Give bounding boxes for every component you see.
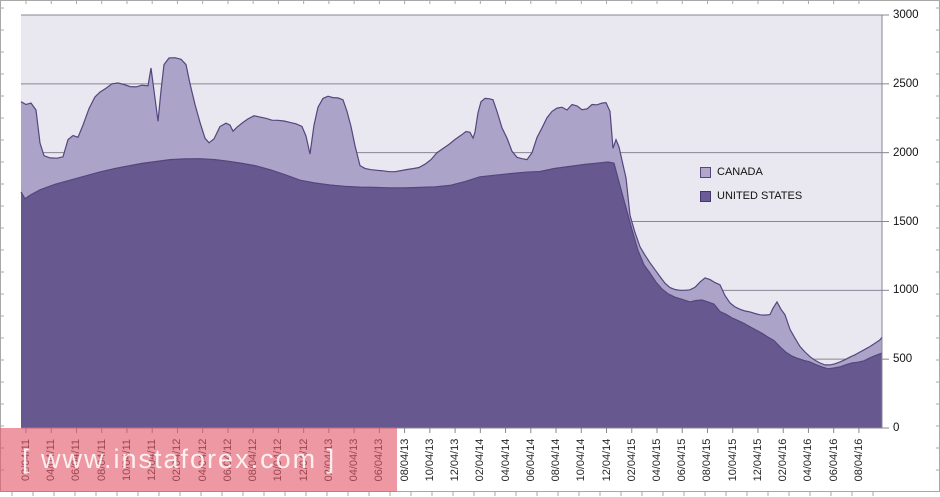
x-axis-label: 08/04/15 [701,438,714,482]
x-axis-label: 04/04/14 [499,438,512,482]
canada-outline [20,57,883,366]
y-axis-label: 2500 [893,77,919,90]
x-axis-label: 06/04/14 [524,438,537,482]
united-states-outline [20,158,883,370]
canada-area [21,57,882,369]
x-axis-label: 02/04/14 [474,438,487,482]
x-axis-label: 10/04/15 [726,438,739,482]
legend-label-united-states: UNITED STATES [717,190,803,202]
x-axis-label: 10/04/13 [423,438,436,482]
x-axis-label: 08/04/14 [550,438,563,482]
legend-item-canada: CANADA [700,166,802,179]
x-axis-label: 06/04/15 [676,438,689,482]
x-axis-label: 02/04/16 [777,438,790,482]
x-axis-label: 12/04/15 [751,438,764,482]
y-axis-label: 500 [893,353,913,366]
y-axis-label: 1500 [893,215,919,228]
x-axis-label: 10/04/14 [575,438,588,482]
watermark-bar [0,428,397,492]
x-axis-label: 06/04/16 [827,438,840,482]
y-axis-label: 3000 [893,9,919,21]
y-axis-label: 2000 [893,146,919,159]
x-axis-label: 12/04/14 [600,438,613,482]
x-axis-label: 02/04/15 [625,438,638,482]
legend-label-canada: CANADA [717,166,763,178]
y-axis-label: 0 [893,422,900,434]
legend-item-united-states: UNITED STATES [700,190,802,203]
x-axis-label: 08/04/13 [398,438,411,482]
x-axis-label: 04/04/16 [802,438,815,482]
y-axis-label: 1000 [893,284,919,297]
canada-swatch-icon [700,167,711,178]
legend: CANADA UNITED STATES [700,166,802,214]
x-axis-label: 12/04/13 [449,438,462,482]
united-states-area [21,158,882,428]
united-states-swatch-icon [700,191,711,202]
x-axis-label: 08/04/16 [852,438,865,482]
x-axis-label: 04/04/15 [651,438,663,482]
watermark-text: [ www.instaforex.com ] [22,444,337,474]
